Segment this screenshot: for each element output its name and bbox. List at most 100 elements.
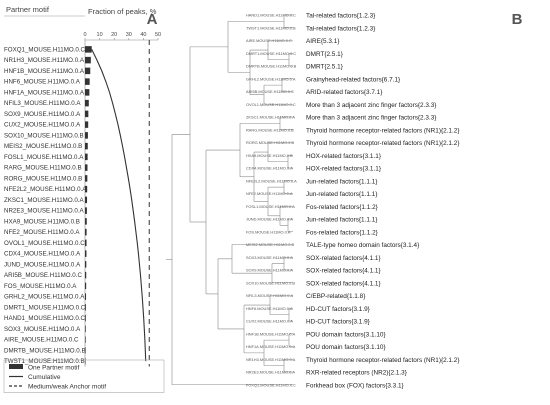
bar	[85, 185, 88, 193]
leaf-motif-label: JUND.MOUSE.H11MO.0.A	[246, 217, 293, 222]
leaf-family-label: DMRT{2.5.1}	[306, 64, 344, 71]
leaf-family-label: DMRT{2.5.1}	[306, 51, 344, 58]
category-label: HNF6_MOUSE.H11MO.0.A	[4, 79, 81, 86]
leaf-family-label: Fos-related factors{1.1.2}	[306, 229, 379, 236]
bar	[85, 357, 86, 365]
bar	[85, 164, 88, 171]
leaf-motif-label: RARG.MOUSE.H11MO.0.B	[246, 127, 294, 132]
leaf-family-label: HOX-related factors{3.1.1}	[306, 166, 382, 173]
leaf-motif-label: ZKSC1.MOUSE.H11MO.0.A	[246, 115, 295, 120]
leaf-motif-label: NFE2.MOUSE.H11MO.0.A	[246, 191, 293, 196]
leaf-motif-label: NR2E3.MOUSE.H11MO.0.A	[246, 370, 295, 375]
leaf-family-label: SOX-related factors{4.1.1}	[306, 255, 381, 262]
category-label: NFIL3_MOUSE.H11MO.0.A	[4, 100, 81, 107]
leaf-family-label: SOX-related factors{4.1.1}	[306, 280, 381, 287]
bar	[85, 67, 91, 75]
category-label: ZKSC1_MOUSE.H11MO.0.A	[4, 197, 85, 204]
leaf-family-label: More than 3 adjacent zinc finger factors…	[306, 102, 437, 109]
leaf-motif-label: FOS.MOUSE.H11MO.0.A	[246, 229, 291, 234]
category-label: FOS_MOUSE.H11MO.0.A	[4, 283, 77, 290]
panel-a-letter: A	[147, 11, 158, 28]
category-label: JUND_MOUSE.H11MO.0.A	[4, 261, 81, 268]
category-label: SOX3_MOUSE.H11MO.0.A	[4, 326, 81, 333]
leaf-family-label: Jun-related factors{1.1.1}	[306, 191, 378, 198]
leaf-motif-label: TWST1.MOUSE.H11MO.0.B	[246, 25, 296, 30]
leaf-family-label: ARID-related factors{3.7.1}	[306, 89, 383, 96]
leaf-family-label: Forkhead box (FOX) factors{3.3.1}	[306, 382, 405, 389]
bar	[85, 250, 87, 257]
x-tick-label: 50	[155, 32, 161, 38]
bar	[85, 110, 89, 118]
category-label: AIRE_MOUSE.H11MO.0.C	[4, 337, 79, 344]
category-label: FOXQ1_MOUSE.H11MO.0.C	[4, 46, 86, 53]
leaf-motif-label: DMRTB.MOUSE.H11MO.0.B	[246, 64, 297, 69]
leaf-motif-label: HNF1B.MOUSE.H11MO.0.A	[246, 331, 296, 336]
category-label: CDX4_MOUSE.H11MO.0.A	[4, 251, 81, 258]
legend-box	[3, 359, 165, 393]
leaf-family-label: Thyroid hormone receptor-related factors…	[306, 127, 460, 134]
leaf-family-label: POU domain factors{3.1.10}	[306, 331, 386, 338]
leaf-motif-label: HNF1A.MOUSE.H11MO.0.A	[246, 344, 296, 349]
leaf-family-label: Grainyhead-related factors{6.7.1}	[306, 76, 401, 83]
leaf-family-label: Jun-related factors{1.1.1}	[306, 217, 378, 224]
leaf-family-label: Tal-related factors{1.2.3}	[306, 13, 376, 20]
bar	[85, 46, 92, 53]
legend-swatch-bar	[9, 364, 23, 369]
leaf-family-label: Tal-related factors{1.2.3}	[306, 25, 376, 32]
leaf-motif-label: SOX9.MOUSE.H11MO.0.A	[246, 268, 293, 273]
x-tick-label: 30	[126, 32, 132, 38]
category-label: TWST1_MOUSE.H11MO.0.B	[4, 358, 85, 365]
bar	[85, 228, 87, 236]
bar	[85, 56, 91, 64]
bar	[85, 336, 86, 343]
leaf-motif-label: DMRT1.MOUSE.H11MO.0.C	[246, 51, 296, 56]
category-label: HNF1B_MOUSE.H11MO.0.A	[4, 68, 85, 75]
leaf-motif-label: HAND1.MOUSE.H11MO.0.C	[246, 13, 296, 18]
category-label: FOSL1_MOUSE.H11MO.0.A	[4, 154, 84, 161]
category-label: NFE2_MOUSE.H11MO.0.A	[4, 229, 80, 236]
x-tick-label: 0	[83, 32, 86, 38]
partner-motif-header: Partner motif	[6, 5, 50, 14]
category-label: OVOL1_MOUSE.H11MO.0.C	[4, 240, 85, 247]
leaf-family-label: HD-CUT factors{3.1.9}	[306, 306, 371, 313]
leaf-motif-label: NFE2L2.MOUSE.H11MO.0.A	[246, 178, 297, 183]
bar	[85, 218, 87, 225]
category-label: HNF1A_MOUSE.H11MO.0.A	[4, 89, 85, 96]
bar	[85, 314, 86, 322]
leaf-family-label: HD-CUT factors{3.1.9}	[306, 319, 371, 326]
category-label: MEIS2_MOUSE.H11MO.0.B	[4, 143, 82, 150]
leaf-family-label: More than 3 adjacent zinc finger factors…	[306, 115, 437, 122]
leaf-motif-label: CDX4.MOUSE.H11MO.0.A	[246, 166, 293, 171]
bar	[85, 196, 88, 204]
panel-b-dendrogram: HAND1.MOUSE.H11MO.0.C Tal-related factors…	[166, 13, 460, 389]
panel-a-chart: 0 10 20 30 40 50 FOXQ1_MOUSE.H11MO.0.C NR1H3_MO…	[4, 32, 161, 367]
leaf-family-label: SOX-related factors{4.1.1}	[306, 268, 381, 275]
leaf-motif-label: HNF6.MOUSE.H11MO.0.A	[246, 306, 293, 311]
category-label: GRHL2_MOUSE.H11MO.0.A	[4, 294, 85, 301]
legend-label: One Partner motif	[28, 365, 79, 372]
legend-label: Medium/weak Anchor motif	[28, 384, 106, 391]
leaf-family-label: Jun-related factors{1.1.1}	[306, 178, 378, 185]
leaf-family-label: AIRE{5.3.1}	[306, 38, 340, 45]
bar	[85, 347, 86, 354]
leaf-motif-label: HXA9.MOUSE.H11MO.0.B	[246, 153, 293, 158]
bar	[85, 207, 87, 214]
category-label: HAND1_MOUSE.H11MO.0.C	[4, 315, 86, 322]
bar	[85, 304, 86, 311]
legend-label: Cumulative	[28, 374, 61, 381]
leaf-family-label: POU domain factors{3.1.10}	[306, 344, 386, 351]
bar	[85, 89, 90, 96]
x-tick-label: 10	[97, 32, 103, 38]
category-label: SOX10_MOUSE.H11MO.0.B	[4, 132, 84, 139]
leaf-family-label: Thyroid hormone receptor-related factors…	[306, 140, 460, 147]
x-tick-label: 20	[111, 32, 117, 38]
bar	[85, 325, 86, 333]
bar	[85, 271, 87, 279]
leaf-motif-label: GRHL2.MOUSE.H11MO.0.A	[246, 76, 296, 81]
bar	[85, 78, 90, 85]
leaf-family-label: C/EBP-related{1.1.8}	[306, 293, 366, 300]
leaf-motif-label: NR1H3.MOUSE.H11MO.0.A	[246, 357, 296, 362]
category-label: SOX9_MOUSE.H11MO.0.A	[4, 111, 81, 118]
category-label: CUX2_MOUSE.H11MO.0.A	[4, 122, 81, 129]
